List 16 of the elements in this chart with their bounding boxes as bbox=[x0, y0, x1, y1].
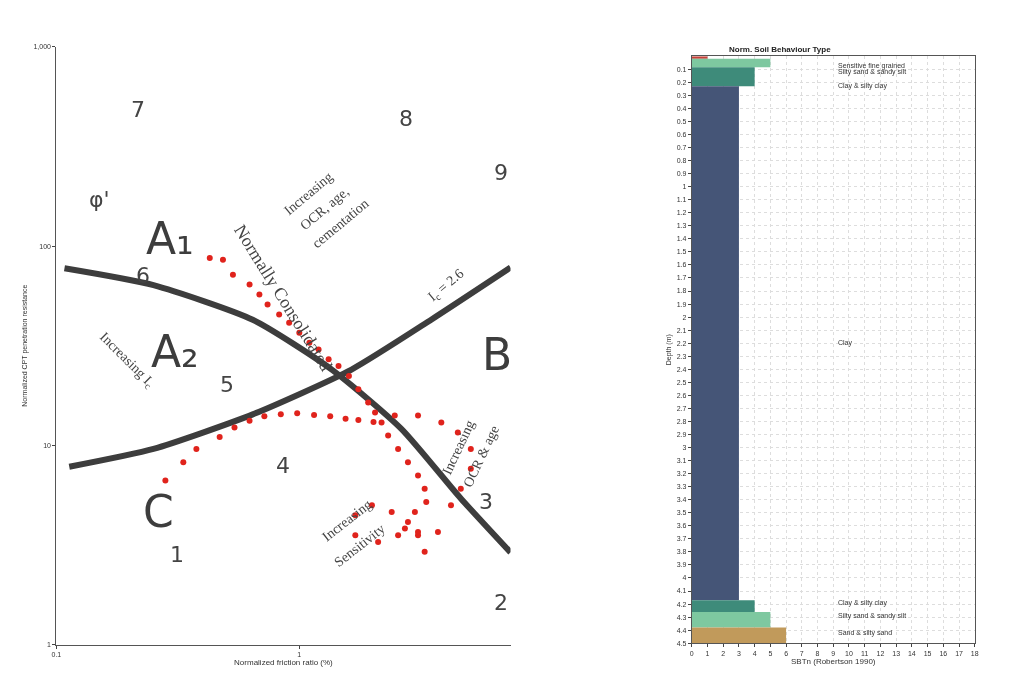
chart-title: Norm. Soil Behaviour Type bbox=[729, 45, 832, 54]
annotation: C bbox=[143, 486, 174, 537]
annotation: 2 bbox=[494, 590, 508, 615]
annotation: 7 bbox=[131, 97, 145, 122]
annotation: B bbox=[482, 329, 513, 380]
annotation: A₂ bbox=[151, 326, 199, 377]
annotation: A₁ bbox=[146, 213, 194, 264]
annotation: 9 bbox=[494, 160, 508, 185]
annotation: 4 bbox=[276, 453, 290, 478]
annotation: 8 bbox=[399, 106, 413, 131]
annotation: 1 bbox=[170, 542, 184, 567]
annotation: 5 bbox=[220, 372, 234, 397]
x-axis-title: Normalized friction ratio (%) bbox=[234, 658, 334, 668]
annotation: φ' bbox=[89, 187, 110, 212]
annotation: 3 bbox=[479, 489, 493, 514]
x-axis-title: SBTn (Robertson 1990) bbox=[791, 656, 876, 666]
